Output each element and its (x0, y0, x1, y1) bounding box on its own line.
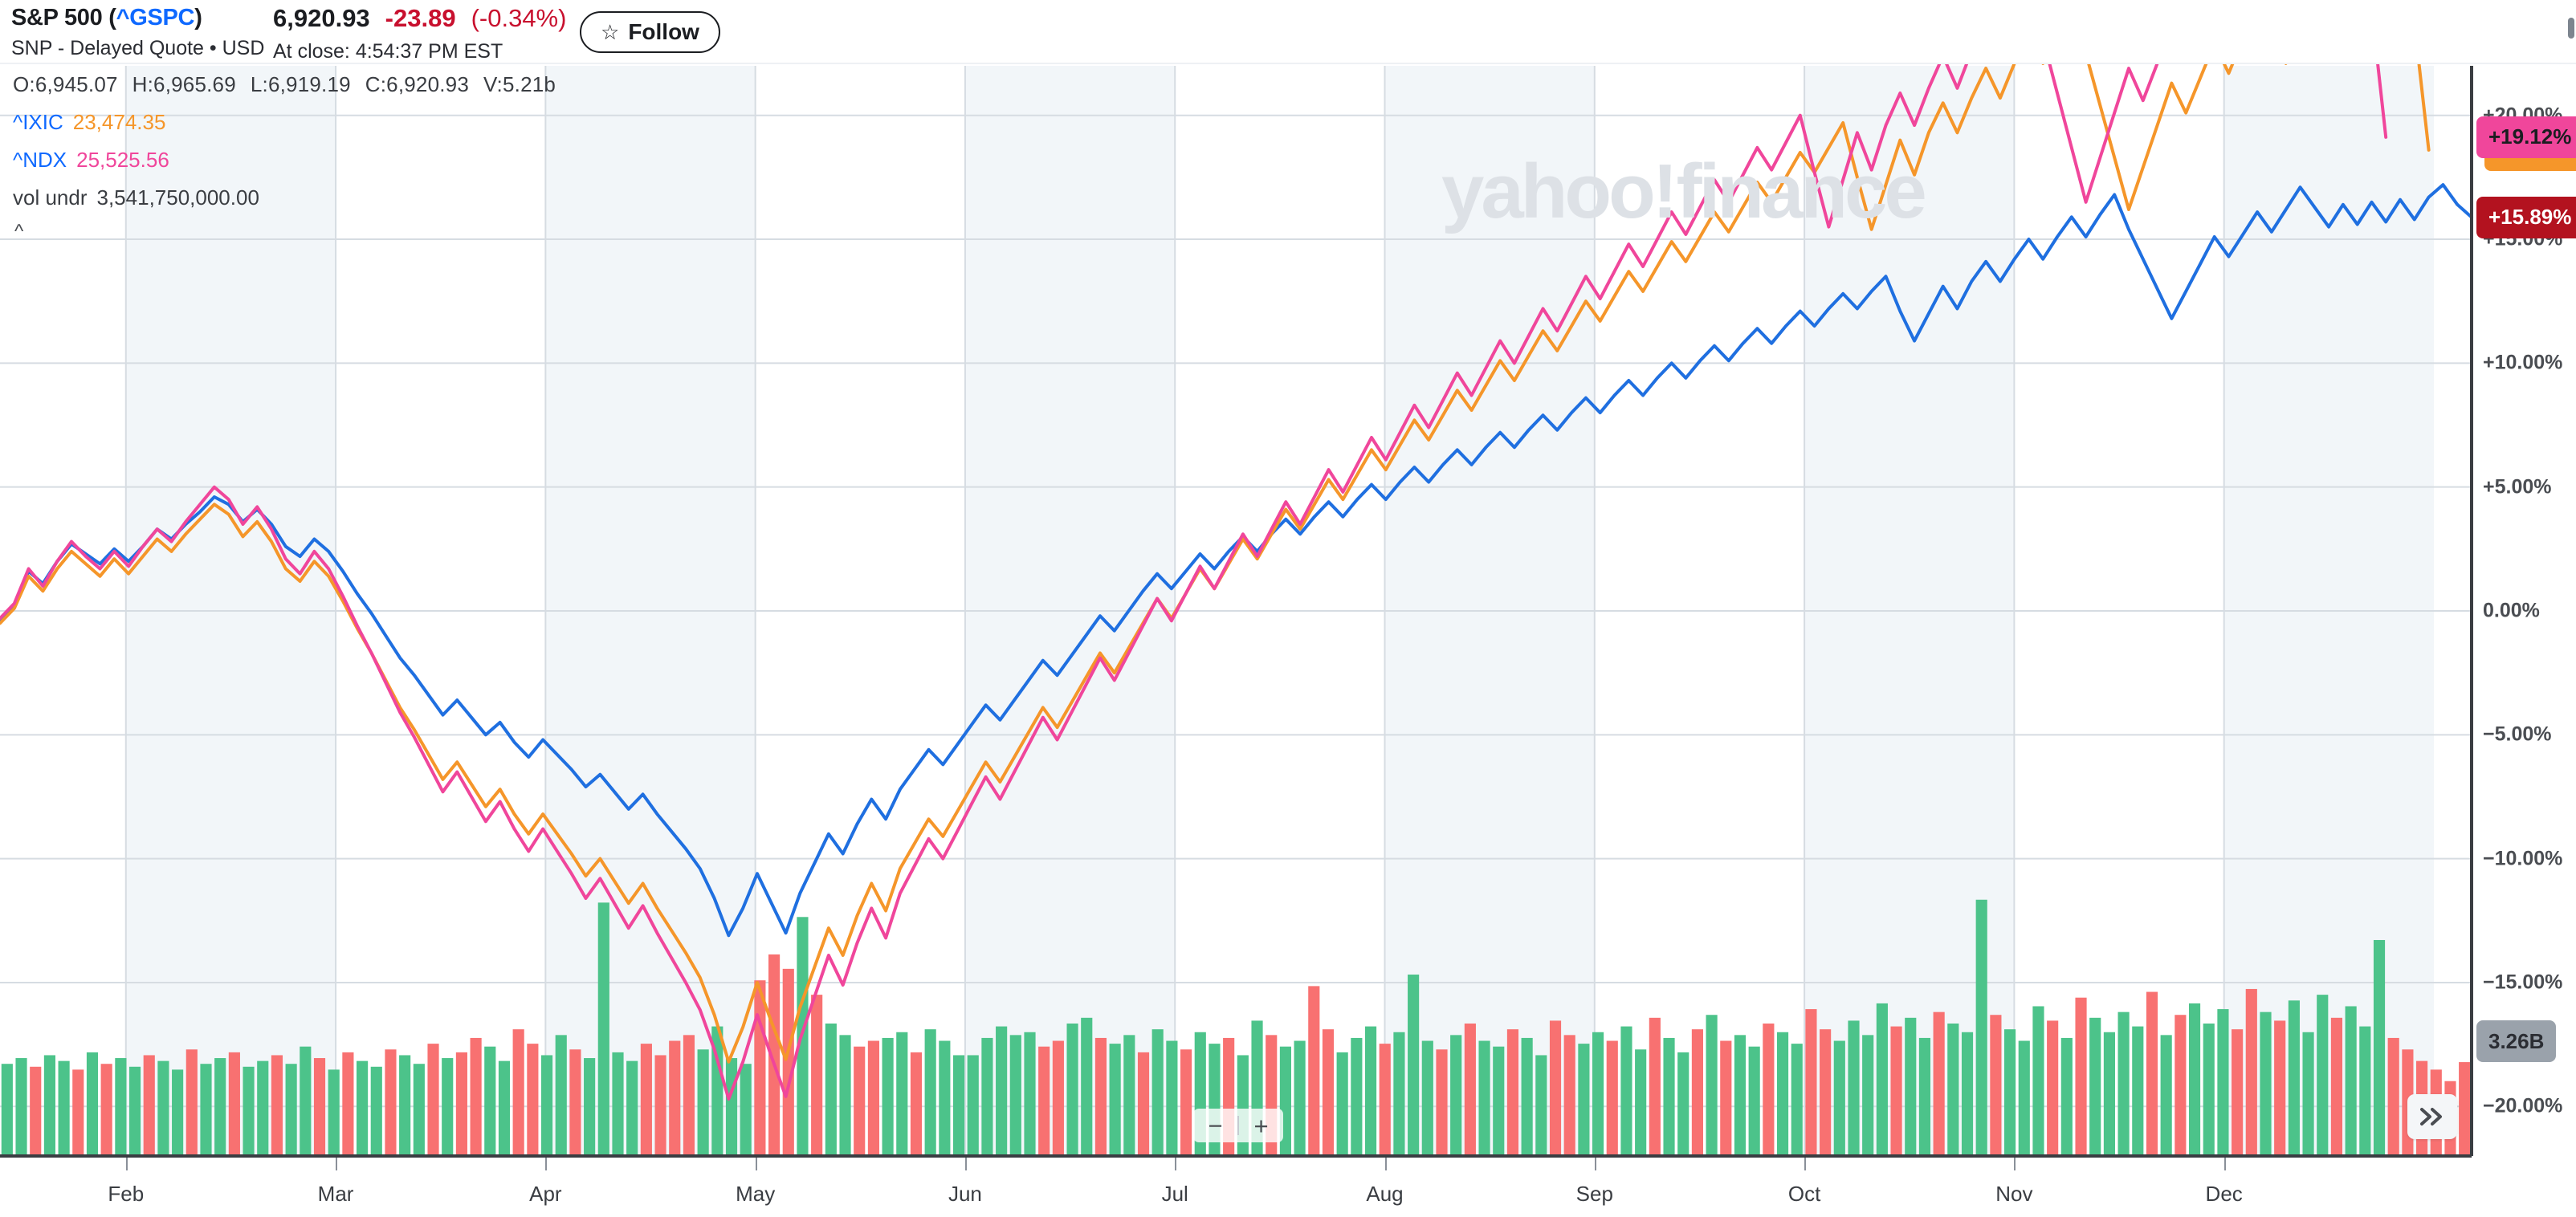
last-price: 6,920.93 (273, 4, 370, 32)
price-change: -23.89 (385, 4, 456, 32)
legend-collapse-row: ^ (13, 218, 570, 243)
y-axis[interactable]: +20.00% +15.00% +10.00% +5.00% 0.00% −5.00% −1… (2472, 64, 2576, 1217)
y-axis-tick-label: −5.00% (2483, 722, 2552, 746)
page-title-symbol[interactable]: ^GSPC (116, 5, 195, 31)
x-axis-tick-mark (755, 1158, 757, 1170)
x-axis-tick-mark (1384, 1158, 1387, 1170)
price-badge-gspc: +15.89% (2476, 196, 2576, 238)
legend-item-volume-study[interactable]: vol undr 3,541,750,000.00 (13, 185, 570, 210)
price-row: 6,920.93 -23.89 (-0.34%) (273, 4, 566, 33)
quote-header: S&P 500 (^GSPC) SNP - Delayed Quote • US… (0, 0, 2576, 64)
quote-price-block: 6,920.93 -23.89 (-0.34%) At close: 4:54:… (273, 4, 566, 63)
x-axis-tick-label: Jun (948, 1182, 982, 1206)
x-axis-tick-mark (545, 1158, 548, 1170)
chevron-up-icon[interactable]: ^ (14, 221, 24, 242)
price-badge-ndx: +19.12% (2476, 116, 2576, 158)
x-axis-tick-mark (964, 1158, 967, 1170)
page-title-name: S&P 500 ( (11, 5, 116, 31)
x-axis-tick-label: Apr (529, 1182, 562, 1206)
ohlc-row: O:6,945.07 H:6,965.69 L:6,919.19 C:6,920.93… (13, 72, 570, 97)
ohlc-close: C:6,920.93 (365, 72, 469, 96)
legend-ticker-ndx[interactable]: ^NDX (13, 148, 67, 172)
x-axis-tick-mark (125, 1158, 128, 1170)
zoom-in-button[interactable]: + (1253, 1111, 1269, 1140)
x-axis-tick-label: Mar (317, 1182, 354, 1206)
chart-legend: O:6,945.07 H:6,965.69 L:6,919.19 C:6,920.93… (13, 72, 570, 243)
x-axis-tick-mark (1594, 1158, 1596, 1170)
page-title-close-paren: ) (194, 5, 202, 31)
volume-bars (1, 899, 2471, 1156)
price-lines (0, 64, 2473, 1101)
x-axis-tick-mark (2014, 1158, 2016, 1170)
y-axis-tick-label: +5.00% (2483, 475, 2552, 499)
y-axis-tick-label: −10.00% (2483, 847, 2563, 870)
x-axis-tick-label: Oct (1787, 1182, 1821, 1206)
x-axis-tick-label: Dec (2205, 1182, 2243, 1206)
x-axis-tick-mark (336, 1158, 338, 1170)
exchange-subtitle: SNP - Delayed Quote • USD (11, 37, 265, 59)
chart-canvas (0, 64, 2473, 1158)
expand-chart-button[interactable] (2407, 1094, 2457, 1139)
ohlc-low: L:6,919.19 (250, 72, 351, 96)
quote-name-block: S&P 500 (^GSPC) SNP - Delayed Quote • US… (11, 5, 264, 60)
legend-item-ixic[interactable]: ^IXIC 23,474.35 (13, 110, 570, 135)
axis-lines (0, 66, 2473, 1158)
ohlc-high: H:6,965.69 (132, 72, 236, 96)
follow-button[interactable]: ☆ Follow (580, 11, 720, 53)
legend-ticker-ixic[interactable]: ^IXIC (13, 110, 63, 134)
x-axis[interactable]: Feb Mar Apr May Jun Jul Aug Sep Oct Nov Dec (0, 1156, 2576, 1217)
vertical-scrollbar[interactable] (2568, 18, 2574, 39)
follow-button-label: Follow (628, 19, 699, 44)
y-axis-tick-label: +10.00% (2483, 351, 2563, 374)
x-axis-tick-label: Aug (1366, 1182, 1404, 1206)
x-axis-tick-label: Jul (1161, 1182, 1188, 1206)
zoom-controls-separator (1237, 1116, 1239, 1135)
x-axis-tick-label: Feb (108, 1182, 145, 1206)
volume-badge: 3.26B (2476, 1020, 2557, 1063)
legend-item-ndx[interactable]: ^NDX 25,525.56 (13, 148, 570, 173)
vertical-gridlines (124, 66, 2225, 1156)
legend-value-ixic: 23,474.35 (72, 110, 166, 134)
market-status: At close: 4:54:37 PM EST (273, 40, 503, 63)
double-chevron-right-icon (2420, 1108, 2442, 1125)
x-axis-tick-mark (1804, 1158, 1807, 1170)
legend-value-ndx: 25,525.56 (76, 148, 169, 172)
x-axis-tick-label: May (736, 1182, 776, 1206)
zoom-controls[interactable]: − + (1193, 1109, 1283, 1142)
ohlc-volume: V:5.21b (483, 72, 556, 96)
x-axis-tick-label: Nov (1995, 1182, 2033, 1206)
x-axis-tick-label: Sep (1575, 1182, 1613, 1206)
legend-value-volume-study: 3,541,750,000.00 (96, 185, 259, 210)
price-change-percent: (-0.34%) (471, 4, 567, 32)
y-axis-tick-label: −15.00% (2483, 971, 2563, 994)
page-title: S&P 500 (^GSPC) (11, 5, 264, 31)
x-axis-tick-mark (1175, 1158, 1177, 1170)
star-icon: ☆ (601, 20, 620, 44)
legend-label-volume-study: vol undr (13, 185, 88, 210)
zoom-out-button[interactable]: − (1208, 1111, 1223, 1140)
y-axis-tick-label: −20.00% (2483, 1094, 2563, 1117)
x-axis-tick-mark (2223, 1158, 2226, 1170)
y-axis-tick-label: 0.00% (2483, 599, 2540, 622)
price-chart[interactable]: yahoo!finance O:6,945.07 H:6,965.69 L:6,91… (0, 64, 2576, 1217)
ohlc-open: O:6,945.07 (13, 72, 118, 96)
